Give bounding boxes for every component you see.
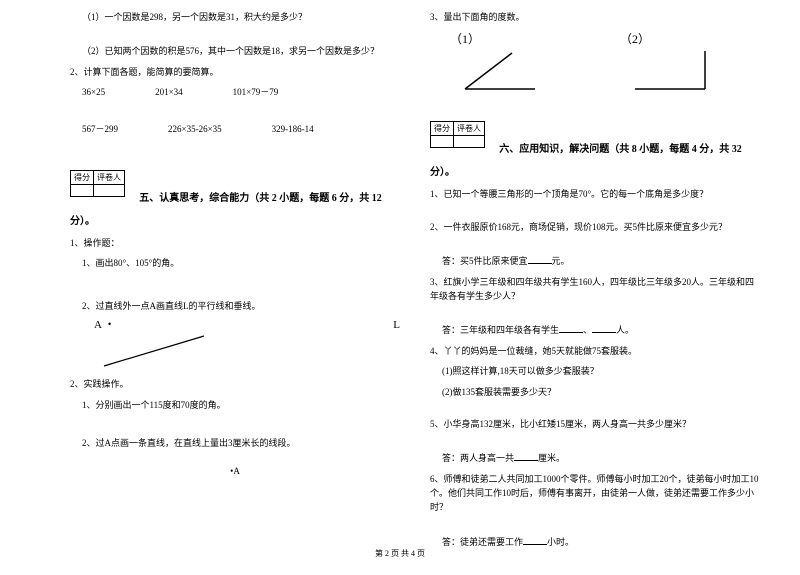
op2-1: 1、分别画出一个115度和70度的角。 [70, 398, 400, 412]
calc-b: 201×34 [155, 85, 183, 99]
r6: 6、师傅和徒弟二人共同加工1000个零件。师傅每小时加工20个，徒弟每小时加工1… [430, 472, 760, 515]
right-column: 3、量出下面角的度数。 （1） （2） 得分 [430, 10, 760, 555]
r5-ans: 答：两人身高一共 厘米。 [430, 451, 760, 465]
angle2-label: （2） [620, 30, 710, 47]
q1-1: （1）一个因数是298，另一个因数是31，积大约是多少？ [70, 10, 400, 24]
blank [559, 323, 583, 333]
r3a-suf: 人。 [616, 325, 634, 335]
r2: 2、一件衣服原价168元，商场促销，现价108元。买5件比原来便宜多少元？ [430, 220, 760, 234]
line-AL-figure: A • L [70, 319, 400, 373]
q2-row2: 567－299 226×35-26×35 329-186-14 [70, 122, 400, 136]
op1-1: 1、画出80°、105°的角。 [70, 256, 400, 270]
r4-1: (1)照这样计算,18天可以做多少套服装？ [430, 364, 760, 378]
op1-2: 2、过直线外一点A画直线L的平行线和垂线。 [70, 299, 400, 313]
r3: 3、红旗小学三年级和四年级共有学生160人，四年级比三年级多20人。三年级和四年… [430, 275, 760, 304]
score-label-r: 得分 [431, 122, 454, 136]
angle1-svg [450, 47, 540, 95]
q1-2: （2）已知两个因数的积是576，其中一个因数是18，求另一个因数是多少？ [70, 44, 400, 58]
r2-ans: 答：买5件比原来便宜 元。 [430, 254, 760, 268]
score-table-right: 得分 评卷人 [430, 121, 485, 148]
op2-2: 2、过A点画一条直线，在直线上量出3厘米长的线段。 [70, 436, 400, 450]
angle1-wrap: （1） [450, 30, 540, 97]
grader-label: 评卷人 [94, 170, 125, 184]
point-A-dot: • [108, 319, 111, 329]
blank [528, 254, 552, 264]
angle2-wrap: （2） [620, 30, 710, 97]
r4-2: (2)做135套服装需要多少天？ [430, 385, 760, 399]
grader-label-r: 评卷人 [454, 122, 485, 136]
angle-figures: （1） （2） [450, 30, 760, 97]
blank [523, 535, 547, 545]
score-label: 得分 [71, 170, 94, 184]
diagonal-line-svg [94, 331, 214, 371]
score-table-left: 得分 评卷人 [70, 170, 125, 197]
section5-title: 五、认真思考，综合能力（共 2 小题，每题 6 分，共 12 [139, 193, 382, 204]
r1: 1、已知一个等腰三角形的一个顶角是70°。它的每一个底角是多少度？ [430, 187, 760, 201]
calc-f: 329-186-14 [272, 122, 314, 136]
label-L: L [393, 319, 400, 331]
angle1-label: （1） [450, 30, 540, 47]
angle2-svg [620, 47, 710, 95]
q2-row1: 36×25 201×34 101×79－79 [70, 85, 400, 99]
r3a-pre: 答：三年级和四年级各有学生 [442, 325, 559, 335]
calc-a: 36×25 [82, 85, 105, 99]
calc-c: 101×79－79 [233, 85, 279, 99]
r5: 5、小华身高132厘米，比小红矮15厘米，两人身高一共多少厘米？ [430, 417, 760, 431]
point-A2: •A [70, 464, 400, 478]
op1: 1、操作题： [70, 236, 400, 250]
label-A: A [94, 319, 102, 331]
r2a-suf: 元。 [552, 256, 570, 266]
r4: 4、丫丫的妈妈是一位裁缝，她5天就能做75套服装。 [430, 344, 760, 358]
page-container: （1）一个因数是298，另一个因数是31，积大约是多少？ （2）已知两个因数的积… [0, 0, 800, 575]
page-footer: 第 2 页 共 4 页 [0, 548, 800, 559]
section6-title: 六、应用知识，解决问题（共 8 小题，每题 4 分，共 32 [499, 144, 742, 155]
calc-e: 226×35-26×35 [168, 122, 222, 136]
blank [592, 323, 616, 333]
section6-fen: 分）。 [430, 165, 760, 181]
r6a-pre: 答：徒弟还需要工作 [442, 537, 523, 547]
r2a-pre: 答：买5件比原来便宜 [442, 256, 528, 266]
r5a-pre: 答：两人身高一共 [442, 453, 514, 463]
section5-fen: 分）。 [70, 214, 400, 230]
r3-ans: 答：三年级和四年级各有学生 、 人。 [430, 323, 760, 337]
calc-d: 567－299 [82, 122, 118, 136]
q2-title: 2、计算下面各题，能简算的要简算。 [70, 65, 400, 79]
r5a-suf: 厘米。 [538, 453, 565, 463]
op2: 2、实践操作。 [70, 377, 400, 391]
r6a-suf: 小时。 [547, 537, 574, 547]
q3: 3、量出下面角的度数。 [430, 10, 760, 24]
blank [514, 451, 538, 461]
r3a-mid: 、 [583, 325, 592, 335]
left-column: （1）一个因数是298，另一个因数是31，积大约是多少？ （2）已知两个因数的积… [70, 10, 400, 555]
